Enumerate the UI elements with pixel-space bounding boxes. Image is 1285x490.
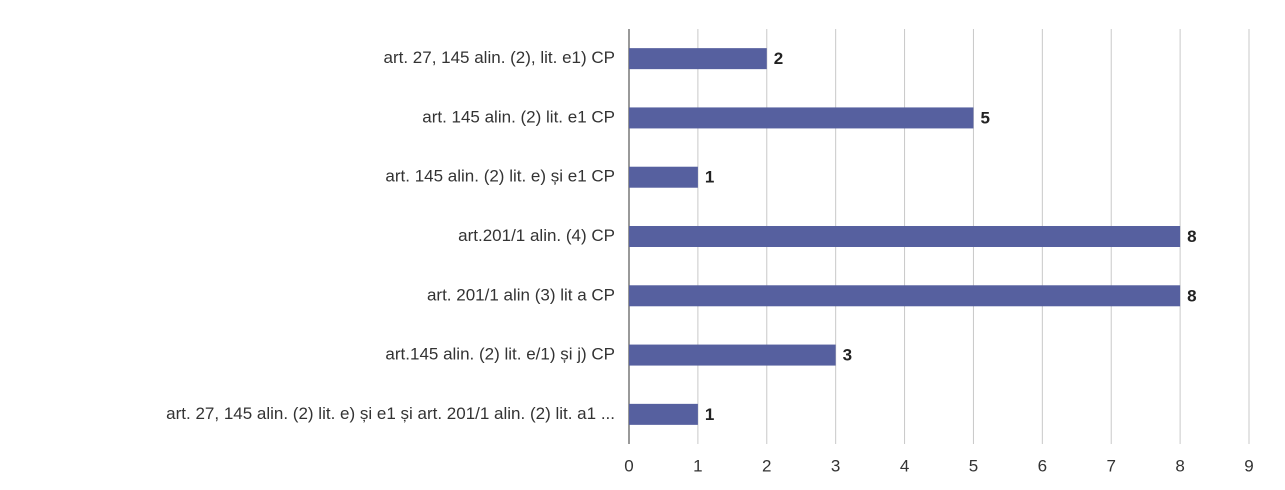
y-tick-label: art. 145 alin. (2) lit. e1 CP (422, 107, 615, 126)
value-label: 8 (1187, 227, 1196, 246)
x-tick-label: 0 (624, 456, 633, 475)
bar (629, 344, 836, 366)
value-label: 1 (705, 168, 714, 187)
bar (629, 403, 698, 425)
bar (629, 48, 767, 70)
value-label: 1 (705, 405, 714, 424)
y-tick-label: art. 27, 145 alin. (2), lit. e1) CP (384, 48, 616, 67)
y-tick-label: art.201/1 alin. (4) CP (458, 226, 615, 245)
y-tick-label: art. 27, 145 alin. (2) lit. e) și e1 și … (166, 404, 615, 423)
x-tick-label: 7 (1106, 456, 1115, 475)
x-tick-label: 1 (693, 456, 702, 475)
value-label: 3 (843, 346, 852, 365)
value-label: 2 (774, 49, 783, 68)
x-tick-label: 5 (969, 456, 978, 475)
bar (629, 107, 974, 129)
bar (629, 166, 698, 188)
x-tick-label: 4 (900, 456, 909, 475)
x-tick-label: 2 (762, 456, 771, 475)
value-label: 8 (1187, 286, 1196, 305)
x-tick-label: 6 (1038, 456, 1047, 475)
x-tick-label: 9 (1244, 456, 1253, 475)
y-tick-label: art. 145 alin. (2) lit. e) și e1 CP (385, 167, 615, 186)
x-tick-label: 8 (1175, 456, 1184, 475)
bar (629, 285, 1181, 307)
y-tick-label: art. 201/1 alin (3) lit a CP (427, 285, 615, 304)
bar (629, 226, 1181, 247)
y-tick-label: art.145 alin. (2) lit. e/1) și j) CP (385, 345, 615, 364)
x-tick-label: 3 (831, 456, 840, 475)
value-label: 5 (980, 108, 989, 127)
